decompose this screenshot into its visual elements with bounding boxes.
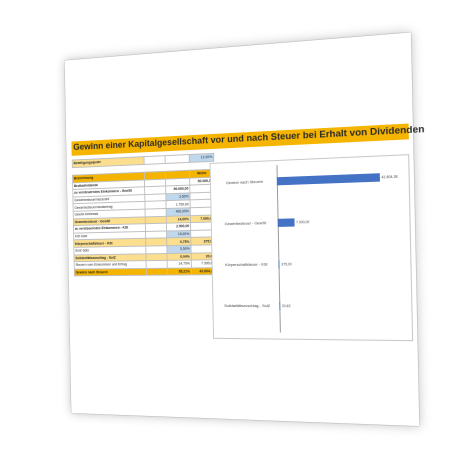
quote-spacer bbox=[144, 156, 165, 164]
quote-label: Beteiligungsquote bbox=[72, 157, 144, 168]
table-body: Bruttodividende 50.000,00 zu versteuerndes… bbox=[73, 177, 216, 276]
bar-chart: Gewinn nach Steuern 42.604,38 Gewerbesteue… bbox=[210, 154, 414, 341]
data-label: 375,00 bbox=[281, 262, 291, 266]
data-label: 42.604,38 bbox=[381, 175, 397, 180]
category-label: Gewerbesteuer - GewSt bbox=[215, 213, 276, 235]
calc-table: Bezeichnung Werte Bruttodividende 50.000,… bbox=[72, 169, 217, 277]
spreadsheet-page: Gewinn einer Kapitalgesellschaft vor und… bbox=[65, 32, 420, 426]
quote-value[interactable]: 12,00% bbox=[189, 153, 214, 162]
chart-row: Solidaritätszuschlag - SolZ 20,63 bbox=[213, 296, 411, 317]
row-label: Gewinn nach Steuern bbox=[74, 268, 146, 276]
quote-table: Beteiligungsquote 12,00% bbox=[72, 153, 215, 168]
data-label: 20,63 bbox=[282, 304, 291, 308]
data-label: 7.000,00 bbox=[296, 220, 309, 224]
title-bar: Gewinn einer Kapitalgesellschaft vor und… bbox=[71, 124, 408, 156]
category-label: Gewinn nach Steuern bbox=[215, 171, 275, 193]
chart-row: Gewerbesteuer - GewSt 7.000,00 bbox=[212, 209, 410, 234]
chart-bar bbox=[278, 218, 295, 227]
chart-row: Gewinn nach Steuern 42.604,38 bbox=[211, 166, 409, 194]
page-title: Gewinn einer Kapitalgesellschaft vor und… bbox=[73, 124, 424, 153]
table-row: Gewinn nach Steuern 85,21% 42.604,38 bbox=[74, 267, 216, 276]
row-spacer bbox=[146, 268, 167, 276]
chart-bar bbox=[278, 260, 279, 268]
row-value-3: 85,21% bbox=[167, 268, 191, 276]
category-label: Solidaritätszuschlag - SolZ bbox=[217, 296, 278, 316]
chart-bar bbox=[277, 173, 380, 185]
chart-bar bbox=[279, 302, 280, 310]
category-label: Körperschaftsteuer - KSt bbox=[216, 254, 277, 275]
chart-row: Körperschaftsteuer - KSt 375,00 bbox=[212, 252, 410, 275]
quote-row: Beteiligungsquote 12,00% bbox=[72, 153, 214, 167]
quote-spacer-2 bbox=[165, 155, 189, 164]
